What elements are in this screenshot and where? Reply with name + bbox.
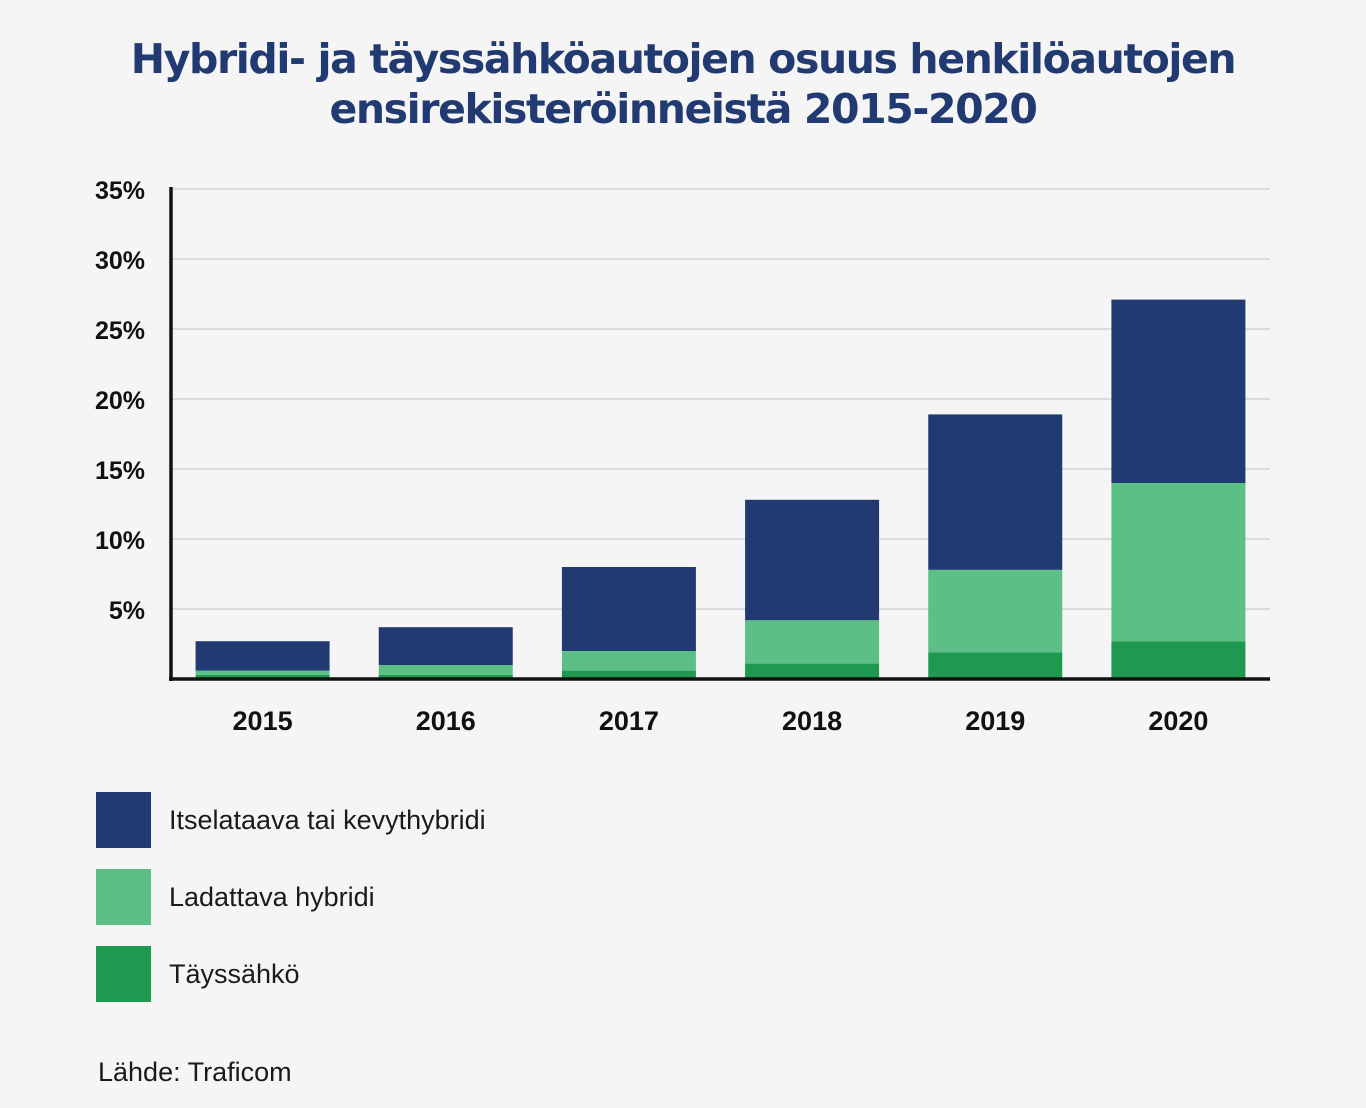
legend-swatch-tayssahko: [96, 946, 151, 1002]
y-tick-label-15: 15%: [95, 457, 145, 485]
bar-2015-itselataava-tai-kevythybridi: [195, 641, 330, 671]
bar-2019-ladattava-hybridi: [928, 569, 1063, 653]
bar-2015-täyssähkö: [195, 674, 330, 679]
bar-2017-ladattava-hybridi: [561, 651, 696, 671]
legend-swatch-itselataava: [96, 792, 151, 848]
axes: [169, 187, 1270, 681]
y-tick-label-20: 20%: [95, 387, 145, 415]
x-tick-label-2020: 2020: [1148, 706, 1208, 736]
y-tick-label-25: 25%: [95, 317, 145, 345]
y-tick-label-5: 5%: [109, 597, 145, 625]
bar-2017-itselataava-tai-kevythybridi: [561, 567, 696, 651]
legend-label-itselataava: Itselataava tai kevythybridi: [169, 804, 486, 835]
bar-2019-itselataava-tai-kevythybridi: [928, 414, 1063, 570]
bar-2020-ladattava-hybridi: [1111, 483, 1246, 642]
bars: [195, 299, 1246, 679]
x-tick-label-2018: 2018: [782, 706, 842, 736]
x-tick-labels: 2015 2016 2017 2018 2019 2020: [233, 706, 1209, 736]
bar-2020-täyssähkö: [1111, 641, 1246, 679]
legend-label-tayssahko: Täyssähkö: [169, 958, 300, 989]
bar-2017-täyssähkö: [561, 670, 696, 679]
legend-swatch-ladattava: [96, 869, 151, 925]
bar-2018-itselataava-tai-kevythybridi: [745, 499, 880, 621]
legend-item-ladattava: Ladattava hybridi: [96, 869, 486, 925]
bar-2018-ladattava-hybridi: [745, 620, 880, 664]
bar-2016-itselataava-tai-kevythybridi: [378, 627, 513, 665]
x-tick-label-2015: 2015: [233, 706, 293, 736]
bar-2016-täyssähkö: [378, 674, 513, 679]
y-tick-label-30: 30%: [95, 247, 145, 275]
x-tick-label-2016: 2016: [416, 706, 476, 736]
bar-2016-ladattava-hybridi: [378, 665, 513, 675]
legend-item-tayssahko: Täyssähkö: [96, 946, 486, 1002]
chart-title-line-2: ensirekisteröinneistä 2015-2020: [329, 85, 1037, 133]
x-tick-label-2017: 2017: [599, 706, 659, 736]
y-tick-label-10: 10%: [95, 527, 145, 555]
x-tick-label-2019: 2019: [965, 706, 1025, 736]
bar-2020-itselataava-tai-kevythybridi: [1111, 299, 1246, 483]
source-note: Lähde: Traficom: [98, 1057, 292, 1087]
gridlines: [171, 188, 1270, 610]
y-tick-label-35: 35%: [95, 177, 145, 205]
legend: Itselataava tai kevythybridi Ladattava h…: [96, 792, 486, 1023]
chart-title-line-1: Hybridi- ja täyssähköautojen osuus henki…: [130, 35, 1237, 83]
bar-2018-täyssähkö: [745, 663, 880, 679]
chart-title: Hybridi- ja täyssähköautojen osuus henki…: [0, 34, 1366, 134]
stacked-bar-chart: 5%10%15%20%25%30%35% 2015 2016 2017 2018 201…: [95, 177, 1270, 736]
bar-2019-täyssähkö: [928, 652, 1063, 679]
y-tick-labels: 5% 10% 15% 20% 25% 30% 35%: [95, 177, 145, 625]
legend-item-itselataava: Itselataava tai kevythybridi: [96, 792, 486, 848]
legend-label-ladattava: Ladattava hybridi: [169, 881, 375, 912]
bar-2015-ladattava-hybridi: [195, 670, 330, 675]
